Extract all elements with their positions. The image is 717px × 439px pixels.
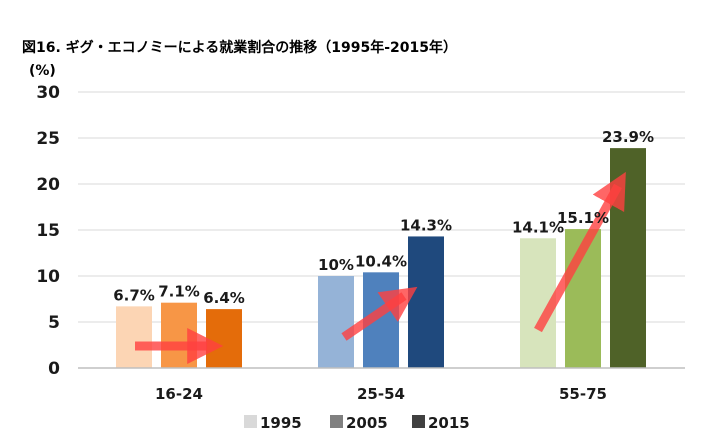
y-axis-ticks: 0 5 10 15 20 25 30	[36, 83, 60, 379]
bar	[408, 236, 444, 368]
data-label: 14.3%	[400, 216, 452, 234]
y-axis-unit-label: (%)	[29, 63, 56, 79]
bar	[161, 302, 197, 368]
y-tick-label: 25	[36, 129, 60, 149]
data-label: 15.1%	[557, 209, 609, 227]
y-tick-label: 10	[36, 267, 60, 287]
chart-title: 図16. ギグ・エコノミーによる就業割合の推移（1995年-2015年）	[22, 40, 457, 56]
y-tick-label: 15	[36, 221, 60, 241]
bar	[116, 306, 152, 368]
data-label: 6.7%	[113, 286, 155, 304]
legend-label: 1995	[260, 414, 302, 432]
legend-label: 2015	[428, 414, 470, 432]
y-tick-label: 30	[36, 83, 60, 103]
trend-arrow	[534, 171, 626, 333]
data-label: 23.9%	[602, 128, 654, 146]
trend-arrows	[135, 171, 626, 364]
y-tick-label: 20	[36, 175, 60, 195]
legend-label: 2005	[346, 414, 388, 432]
data-label: 10.4%	[355, 252, 407, 270]
data-labels: 6.7% 7.1% 6.4% 10% 10.4% 14.3% 14.1%15.1% 23.9%	[113, 128, 654, 307]
bar	[610, 148, 646, 368]
bar	[318, 276, 354, 368]
data-label: 10%	[318, 256, 354, 274]
x-tick-label: 55-75	[559, 385, 607, 403]
y-tick-label: 5	[48, 313, 60, 333]
x-tick-label: 16-24	[155, 385, 203, 403]
data-label: 14.1%	[512, 218, 564, 236]
legend-swatch	[412, 415, 425, 428]
legend-swatch	[244, 415, 257, 428]
trend-arrow	[341, 286, 418, 341]
legend-swatch	[330, 415, 343, 428]
data-label: 7.1%	[158, 283, 200, 301]
legend: 1995 2005 2015	[244, 414, 470, 432]
data-label: 6.4%	[203, 289, 245, 307]
y-tick-label: 0	[48, 359, 60, 379]
x-axis: 16-24 25-54 55-75	[78, 367, 685, 403]
bar	[206, 309, 242, 368]
x-tick-label: 25-54	[357, 385, 405, 403]
